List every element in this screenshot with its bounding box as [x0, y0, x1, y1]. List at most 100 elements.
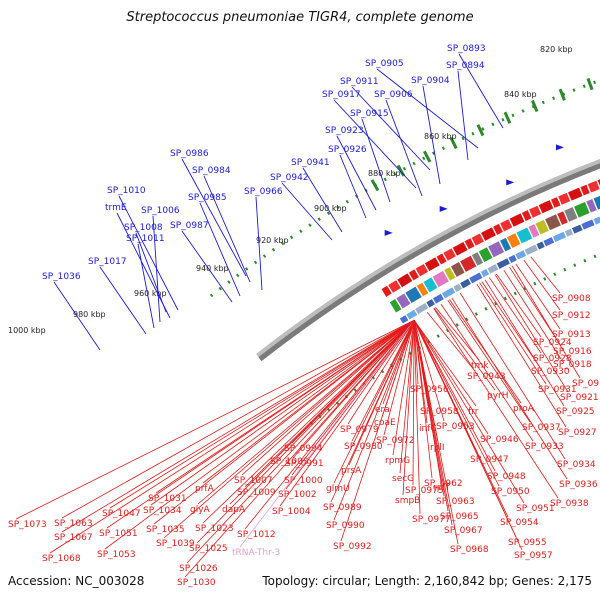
inner-gene-label: SP_0919: [572, 379, 600, 389]
kbp-label: 900 kbp: [314, 204, 347, 213]
blue-gene-block: [453, 283, 462, 293]
inner-gene-label: SP_1004: [272, 507, 311, 517]
inner-gene-label: SP_1047: [102, 509, 141, 519]
inner-leader-line: [435, 307, 480, 361]
inner-gene-label: rplT: [433, 483, 451, 493]
inner-leader-line: [451, 297, 568, 480]
inner-leader-line: [481, 281, 540, 367]
inner-gene-label: SP_1034: [143, 506, 182, 516]
inner-gene-label: SP_0924: [533, 338, 572, 348]
inner-leader-line: [197, 319, 415, 505]
inner-leader-line: [449, 299, 522, 404]
inner-gene-label: SP_0991: [285, 459, 324, 469]
inner-gene-label: SP_0916: [553, 347, 592, 357]
inner-leader-line: [399, 320, 415, 474]
kbp-label: 920 kbp: [256, 236, 289, 245]
red-gene-arrow: [436, 253, 447, 265]
inner-leader-line: [447, 300, 531, 423]
outer-gene-label: SP_0926: [328, 145, 367, 155]
inner-gene-label: SP_0953: [436, 422, 475, 432]
colored-gene-block: [574, 201, 590, 218]
inner-gene-label: SP_0955: [508, 538, 547, 548]
backbone-circle: [258, 163, 600, 362]
inner-leader-line: [347, 319, 415, 425]
red-gene-arrow: [529, 205, 542, 218]
red-gene-arrow: [464, 238, 475, 250]
outer-leader-line: [385, 99, 423, 197]
outer-gene-label: SP_0942: [270, 173, 309, 183]
inner-gene-label: SP_0958: [420, 407, 459, 417]
red-gene-arrow: [550, 197, 561, 208]
inner-leader-line: [402, 320, 415, 496]
inner-leader-line: [503, 269, 562, 360]
inner-gene-label: SP_0931: [538, 385, 577, 395]
scale-tick: [449, 137, 458, 150]
map-title: Streptococcus pneumoniae TIGR4, complete…: [126, 10, 474, 25]
inner-leader-line: [413, 319, 477, 407]
inner-leader-line: [488, 277, 542, 354]
outer-leader-line: [99, 266, 147, 335]
inner-gene-label: SP_0954: [500, 518, 539, 528]
inner-gene-label: SP_1002: [278, 490, 317, 500]
inner-leader-line: [15, 319, 415, 520]
inner-gene-label: SP_0921: [560, 393, 599, 403]
kbp-label: 820 kbp: [540, 45, 573, 54]
colored-gene-block: [545, 214, 561, 231]
inner-leader-line: [196, 319, 415, 544]
genome-stats-text: Topology: circular; Length: 2,160,842 bp…: [262, 574, 592, 588]
inner-leader-line: [511, 265, 581, 379]
outer-leader-line: [333, 99, 417, 189]
outer-gene-label: SP_1006: [141, 206, 180, 216]
inner-gene-label: SP_0967: [444, 526, 483, 536]
blue-gene-block: [442, 287, 456, 299]
outer-leader-line: [118, 195, 179, 311]
red-gene-arrow: [388, 280, 401, 293]
kbp-label: 980 kbp: [73, 310, 106, 319]
outer-gene-label: SP_0915: [350, 109, 389, 119]
blue-gene-block: [515, 250, 527, 260]
outer-leader-line: [199, 202, 241, 297]
colored-gene-block: [528, 224, 540, 238]
outer-gene-label: SP_1036: [42, 272, 81, 282]
colored-gene-block: [557, 211, 568, 225]
inner-gene-label: SP_0930: [531, 367, 570, 377]
inner-gene-label: prsA: [341, 466, 362, 476]
colored-gene-block: [450, 262, 465, 277]
inner-leader-line: [109, 319, 415, 509]
outer-leader-line: [351, 86, 431, 171]
outer-gene-label: SP_0986: [170, 149, 209, 159]
blue-feature-arrow: [439, 205, 448, 212]
inner-leader-line: [244, 319, 415, 530]
blue-gene-block: [399, 315, 409, 324]
inner-gene-label: SP_1025: [189, 544, 228, 554]
kbp-label: 880 kbp: [368, 169, 401, 178]
scale-tick: [370, 179, 380, 192]
outer-leader-line: [458, 53, 504, 129]
blue-gene-block: [564, 228, 574, 237]
red-gene-arrow: [597, 179, 600, 187]
inner-leader-line: [106, 319, 415, 529]
red-gene-arrow: [558, 192, 571, 205]
colored-gene-block: [423, 277, 438, 293]
outer-leader-line: [152, 215, 161, 323]
colored-gene-block: [506, 233, 521, 248]
inner-leader-line: [104, 319, 415, 550]
inner-leader-line: [484, 279, 565, 407]
outer-gene-label: SP_1010: [107, 186, 146, 196]
outer-leader-line: [135, 232, 167, 313]
inner-leader-line: [413, 319, 489, 435]
red-gene-arrow: [471, 233, 484, 246]
inner-gene-label: SP_0936: [559, 480, 598, 490]
inner-gene-label: secG: [392, 474, 414, 484]
inner-gene-label: SP_1012: [237, 530, 276, 540]
colored-gene-block: [389, 298, 402, 313]
blue-gene-block: [432, 293, 444, 304]
inner-gene-label: SP_0992: [333, 542, 372, 552]
inner-gene-label: coaE: [374, 418, 396, 428]
outer-gene-label: SP_0917: [322, 90, 361, 100]
colored-gene-block: [405, 286, 422, 304]
inner-gene-label: SP_0908: [552, 294, 591, 304]
inner-leader-line: [433, 308, 559, 499]
